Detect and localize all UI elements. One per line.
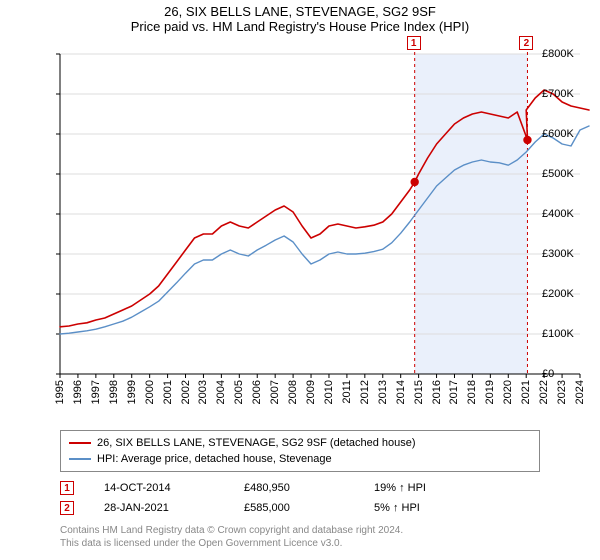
x-tick-label: 2021 <box>520 380 532 404</box>
chart-container: 26, SIX BELLS LANE, STEVENAGE, SG2 9SF P… <box>0 0 600 560</box>
y-tick-label: £300K <box>542 248 596 260</box>
legend-swatch-subject <box>69 442 91 444</box>
x-tick-label: 2019 <box>484 380 496 404</box>
event-price-1: £480,950 <box>244 482 344 494</box>
title-main: 26, SIX BELLS LANE, STEVENAGE, SG2 9SF <box>0 4 600 19</box>
x-tick-label: 2017 <box>448 380 460 404</box>
x-tick-label: 2018 <box>466 380 478 404</box>
x-tick-label: 2022 <box>538 380 550 404</box>
event-delta-2: 5% ↑ HPI <box>374 502 474 514</box>
footnote-line-1: Contains HM Land Registry data © Crown c… <box>60 524 540 537</box>
title-sub: Price paid vs. HM Land Registry's House … <box>0 19 600 34</box>
x-tick-label: 2006 <box>251 380 263 404</box>
x-tick-label: 2023 <box>556 380 568 404</box>
event-badge-1: 1 <box>60 481 74 495</box>
legend-label-hpi: HPI: Average price, detached house, Stev… <box>97 451 332 467</box>
y-tick-label: £500K <box>542 168 596 180</box>
footnote: Contains HM Land Registry data © Crown c… <box>60 524 540 550</box>
event-delta-1: 19% ↑ HPI <box>374 482 474 494</box>
y-tick-label: £100K <box>542 328 596 340</box>
legend-label-subject: 26, SIX BELLS LANE, STEVENAGE, SG2 9SF (… <box>97 435 416 451</box>
y-tick-label: £200K <box>542 288 596 300</box>
x-tick-label: 2000 <box>144 380 156 404</box>
x-tick-label: 2001 <box>162 380 174 404</box>
events-table: 1 14-OCT-2014 £480,950 19% ↑ HPI 2 28-JA… <box>60 478 540 518</box>
footnote-line-2: This data is licensed under the Open Gov… <box>60 537 540 550</box>
x-tick-label: 2013 <box>377 380 389 404</box>
chart-wrap: 1 2 £0 £100K £200K £300K £400K £500K £600K £700K… <box>0 36 600 426</box>
x-tick-label: 1995 <box>54 380 66 404</box>
y-tick-label: £800K <box>542 48 596 60</box>
x-tick-label: 2012 <box>359 380 371 404</box>
event-row-2: 2 28-JAN-2021 £585,000 5% ↑ HPI <box>60 498 540 518</box>
event-date-2: 28-JAN-2021 <box>104 502 214 514</box>
legend-swatch-hpi <box>69 458 91 460</box>
x-tick-label: 1996 <box>72 380 84 404</box>
event-date-1: 14-OCT-2014 <box>104 482 214 494</box>
x-tick-label: 2016 <box>431 380 443 404</box>
x-tick-label: 2008 <box>287 380 299 404</box>
event-price-2: £585,000 <box>244 502 344 514</box>
line-chart <box>0 36 600 426</box>
y-tick-label: £0 <box>542 368 596 380</box>
x-tick-label: 1997 <box>90 380 102 404</box>
x-tick-label: 2003 <box>197 380 209 404</box>
x-tick-label: 2015 <box>413 380 425 404</box>
event-flag: 2 <box>519 36 533 50</box>
x-tick-label: 2020 <box>502 380 514 404</box>
x-tick-label: 2004 <box>215 380 227 404</box>
title-block: 26, SIX BELLS LANE, STEVENAGE, SG2 9SF P… <box>0 0 600 36</box>
event-row-1: 1 14-OCT-2014 £480,950 19% ↑ HPI <box>60 478 540 498</box>
x-tick-label: 2011 <box>341 380 353 404</box>
legend-box: 26, SIX BELLS LANE, STEVENAGE, SG2 9SF (… <box>60 430 540 472</box>
x-tick-label: 2005 <box>233 380 245 404</box>
x-tick-label: 2014 <box>395 380 407 404</box>
y-tick-label: £600K <box>542 128 596 140</box>
x-tick-label: 2024 <box>574 380 586 404</box>
y-tick-label: £700K <box>542 88 596 100</box>
y-tick-label: £400K <box>542 208 596 220</box>
x-tick-label: 2009 <box>305 380 317 404</box>
x-tick-label: 2002 <box>180 380 192 404</box>
event-flag: 1 <box>407 36 421 50</box>
event-badge-2: 2 <box>60 501 74 515</box>
x-tick-label: 1999 <box>126 380 138 404</box>
x-tick-label: 2010 <box>323 380 335 404</box>
x-tick-label: 2007 <box>269 380 281 404</box>
x-tick-label: 1998 <box>108 380 120 404</box>
legend-item-subject: 26, SIX BELLS LANE, STEVENAGE, SG2 9SF (… <box>69 435 531 451</box>
legend-item-hpi: HPI: Average price, detached house, Stev… <box>69 451 531 467</box>
